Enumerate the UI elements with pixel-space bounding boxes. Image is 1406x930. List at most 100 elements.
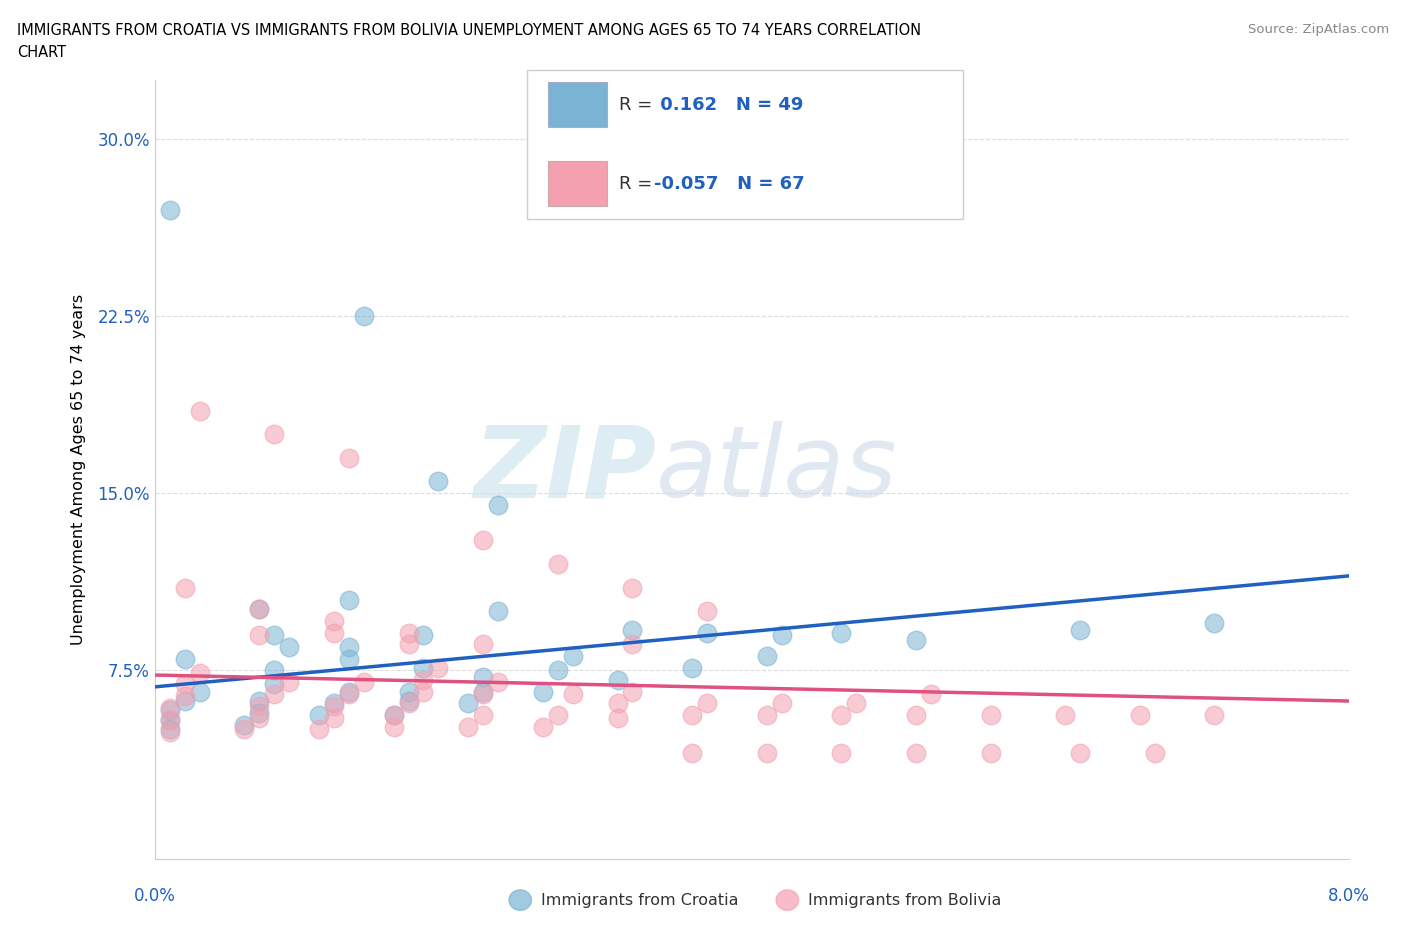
Point (606, 711, 628, 725)
Point (337, 684, 360, 699)
Point (696, 604, 718, 618)
Text: Source: ZipAtlas.com: Source: ZipAtlas.com (1249, 23, 1389, 36)
Text: 8.0%: 8.0% (1327, 887, 1369, 905)
Point (1069, 746, 1091, 761)
Point (412, 672, 434, 687)
Point (263, 677, 285, 692)
Point (486, 498, 509, 512)
Point (247, 602, 270, 617)
Point (681, 660, 703, 675)
Point (472, 670, 495, 684)
Point (547, 663, 569, 678)
Point (561, 686, 583, 701)
Point (263, 686, 285, 701)
Point (263, 427, 285, 442)
Point (337, 639, 360, 654)
Point (247, 711, 270, 725)
Point (337, 450, 360, 465)
Point (412, 684, 434, 699)
Point (681, 708, 703, 723)
Point (159, 722, 181, 737)
Point (904, 746, 927, 761)
Point (173, 580, 195, 595)
Point (337, 686, 360, 701)
Point (1204, 616, 1226, 631)
Point (531, 684, 554, 699)
Point (159, 203, 181, 218)
Point (188, 684, 211, 699)
Point (323, 625, 346, 640)
Point (188, 665, 211, 680)
Y-axis label: Unemployment Among Ages 65 to 74 years: Unemployment Among Ages 65 to 74 years (72, 294, 86, 645)
Point (323, 711, 346, 725)
Point (457, 696, 479, 711)
Point (247, 698, 270, 713)
Point (337, 651, 360, 666)
Point (696, 696, 718, 711)
Point (472, 533, 495, 548)
Point (606, 672, 628, 687)
Point (457, 720, 479, 735)
Point (904, 632, 927, 647)
Point (173, 651, 195, 666)
Point (472, 684, 495, 699)
Point (486, 604, 509, 618)
Point (486, 674, 509, 689)
Point (353, 309, 375, 324)
Point (980, 708, 1002, 723)
Point (920, 686, 942, 701)
Point (337, 592, 360, 607)
Point (188, 404, 211, 418)
Point (1143, 746, 1166, 761)
Text: 0.0%: 0.0% (134, 887, 176, 905)
Point (173, 677, 195, 692)
Point (547, 708, 569, 723)
Text: R =: R = (619, 96, 658, 113)
Point (696, 625, 718, 640)
Point (398, 684, 420, 699)
Point (323, 613, 346, 628)
Point (606, 696, 628, 711)
Text: IMMIGRANTS FROM CROATIA VS IMMIGRANTS FROM BOLIVIA UNEMPLOYMENT AMONG AGES 65 TO: IMMIGRANTS FROM CROATIA VS IMMIGRANTS FR… (17, 23, 921, 38)
Point (412, 628, 434, 643)
Point (531, 720, 554, 735)
Point (173, 694, 195, 709)
Point (247, 602, 270, 617)
Point (173, 689, 195, 704)
Point (561, 649, 583, 664)
Text: 0.162   N = 49: 0.162 N = 49 (654, 96, 803, 113)
Point (980, 746, 1002, 761)
Point (472, 686, 495, 701)
Point (1054, 708, 1077, 723)
Point (382, 720, 405, 735)
Point (1204, 708, 1226, 723)
Point (830, 708, 852, 723)
Point (159, 712, 181, 727)
Text: Immigrants from Bolivia: Immigrants from Bolivia (808, 893, 1002, 908)
Point (278, 639, 301, 654)
Point (382, 708, 405, 723)
Point (547, 557, 569, 572)
Point (323, 696, 346, 711)
Point (830, 625, 852, 640)
Point (770, 628, 793, 643)
Point (398, 625, 420, 640)
Text: -0.057   N = 67: -0.057 N = 67 (654, 175, 804, 193)
Point (830, 746, 852, 761)
Point (353, 674, 375, 689)
Point (263, 663, 285, 678)
Point (308, 708, 330, 723)
Point (382, 708, 405, 723)
Point (398, 637, 420, 652)
Point (233, 722, 256, 737)
Text: R =: R = (619, 175, 658, 193)
Point (427, 474, 450, 489)
Point (159, 703, 181, 718)
Text: CHART: CHART (17, 45, 66, 60)
Point (621, 623, 644, 638)
Point (1129, 708, 1152, 723)
Point (755, 649, 778, 664)
Point (472, 637, 495, 652)
Point (681, 746, 703, 761)
Point (323, 698, 346, 713)
